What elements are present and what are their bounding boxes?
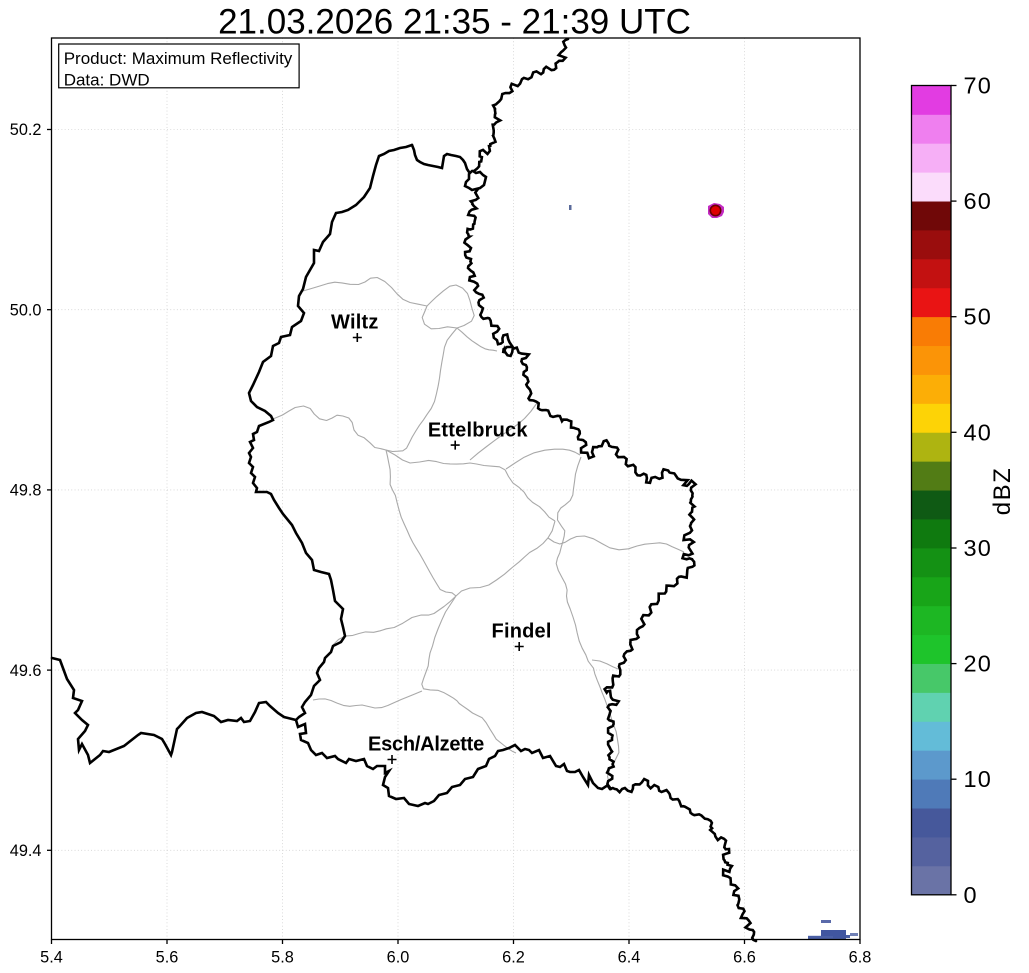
svg-text:20: 20	[964, 651, 993, 677]
svg-text:6.0: 6.0	[387, 948, 410, 966]
svg-text:0: 0	[964, 882, 978, 908]
svg-text:21.03.2026 21:35 - 21:39 UTC: 21.03.2026 21:35 - 21:39 UTC	[218, 2, 691, 41]
svg-text:49.6: 49.6	[10, 662, 42, 680]
svg-text:50: 50	[964, 304, 993, 330]
svg-text:Ettelbruck: Ettelbruck	[428, 420, 528, 442]
svg-text:40: 40	[964, 419, 993, 445]
svg-text:6.8: 6.8	[849, 948, 872, 966]
svg-text:60: 60	[964, 188, 993, 214]
svg-text:dBZ: dBZ	[989, 467, 1016, 516]
svg-text:Esch/Alzette: Esch/Alzette	[368, 734, 484, 756]
svg-text:30: 30	[964, 535, 993, 561]
svg-text:6.2: 6.2	[502, 948, 525, 966]
svg-text:5.4: 5.4	[40, 948, 63, 966]
svg-text:Data: DWD: Data: DWD	[64, 70, 150, 89]
svg-text:49.4: 49.4	[10, 842, 42, 860]
svg-text:50.2: 50.2	[10, 121, 42, 139]
svg-text:50.0: 50.0	[10, 301, 42, 319]
svg-text:5.6: 5.6	[156, 948, 179, 966]
svg-text:10: 10	[964, 766, 993, 792]
svg-text:70: 70	[964, 73, 993, 99]
svg-text:49.8: 49.8	[10, 482, 42, 500]
svg-text:6.4: 6.4	[618, 948, 641, 966]
svg-text:6.6: 6.6	[733, 948, 756, 966]
svg-text:Product: Maximum Reflectivity: Product: Maximum Reflectivity	[64, 49, 293, 68]
svg-text:Findel: Findel	[492, 620, 552, 642]
svg-text:5.8: 5.8	[271, 948, 294, 966]
svg-text:Wiltz: Wiltz	[331, 311, 378, 333]
